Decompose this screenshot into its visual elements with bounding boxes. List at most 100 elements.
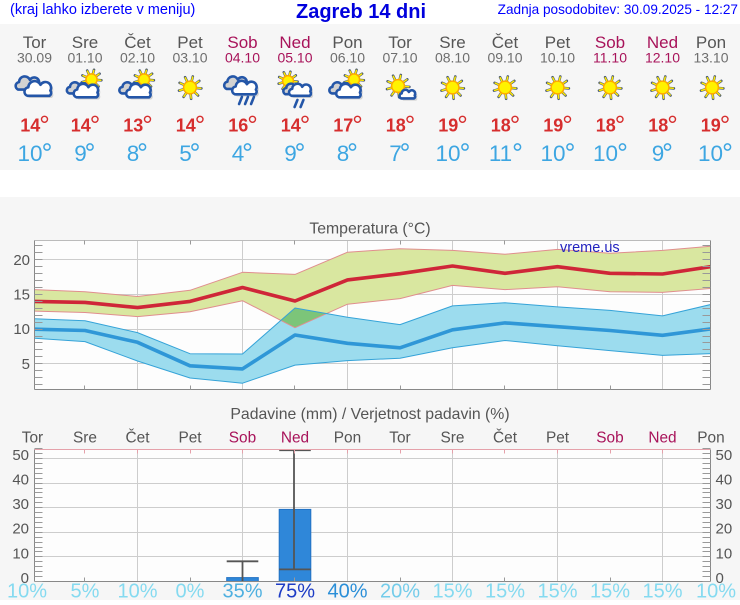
svg-text:14: 14	[20, 116, 40, 136]
svg-text:13.10: 13.10	[693, 50, 728, 66]
svg-text:(kraj lahko izberete v meniju): (kraj lahko izberete v meniju)	[10, 2, 195, 18]
svg-text:14: 14	[71, 116, 91, 136]
svg-text:Sre: Sre	[72, 33, 98, 52]
svg-text:Čet: Čet	[492, 33, 519, 52]
svg-text:Pon: Pon	[696, 33, 726, 52]
svg-text:Čet: Čet	[124, 33, 151, 52]
svg-text:10%: 10%	[7, 581, 47, 601]
svg-text:30: 30	[12, 496, 29, 513]
svg-text:05.10: 05.10	[277, 50, 312, 66]
svg-text:11.10: 11.10	[593, 50, 627, 66]
svg-text:Tor: Tor	[22, 430, 43, 447]
svg-text:5: 5	[179, 141, 192, 166]
svg-text:Sre: Sre	[73, 430, 97, 447]
svg-text:03.10: 03.10	[172, 50, 207, 66]
svg-text:Padavine (mm) / Verjetnost pad: Padavine (mm) / Verjetnost padavin (%)	[230, 406, 509, 423]
svg-text:02.10: 02.10	[120, 50, 155, 66]
svg-text:10: 10	[435, 141, 460, 166]
svg-text:Sre: Sre	[439, 33, 465, 52]
svg-text:10: 10	[13, 321, 30, 338]
svg-text:18: 18	[648, 116, 668, 136]
svg-text:30: 30	[716, 496, 733, 513]
svg-text:35%: 35%	[222, 581, 262, 601]
svg-text:7: 7	[389, 141, 402, 166]
svg-text:10: 10	[12, 545, 29, 562]
svg-text:4: 4	[232, 141, 245, 166]
svg-text:0: 0	[716, 570, 724, 587]
svg-text:Sob: Sob	[596, 430, 623, 447]
svg-text:40: 40	[716, 472, 733, 489]
svg-text:07.10: 07.10	[382, 50, 417, 66]
svg-text:50: 50	[716, 447, 733, 464]
svg-text:Ned: Ned	[648, 430, 676, 447]
svg-text:Pon: Pon	[334, 430, 361, 447]
svg-text:Sob: Sob	[229, 430, 256, 447]
svg-text:Pet: Pet	[546, 430, 570, 447]
svg-text:14: 14	[176, 116, 196, 136]
svg-text:15%: 15%	[590, 581, 630, 601]
svg-text:30.09: 30.09	[17, 50, 52, 66]
svg-text:11: 11	[489, 141, 512, 166]
svg-text:Temperatura (°C): Temperatura (°C)	[309, 221, 430, 238]
svg-text:Zadnja posodobitev: 30.09.2025: Zadnja posodobitev: 30.09.2025 - 12:27	[498, 2, 738, 17]
svg-text:18: 18	[596, 116, 616, 136]
svg-text:01.10: 01.10	[67, 50, 102, 66]
svg-text:Pet: Pet	[177, 33, 203, 52]
svg-text:40: 40	[12, 472, 29, 489]
svg-text:20%: 20%	[380, 581, 420, 601]
svg-text:16: 16	[228, 116, 248, 136]
svg-text:10: 10	[540, 141, 565, 166]
svg-text:0: 0	[21, 570, 29, 587]
svg-text:19: 19	[438, 116, 458, 136]
svg-text:19: 19	[543, 116, 563, 136]
svg-text:40%: 40%	[327, 581, 367, 601]
svg-text:Pet: Pet	[178, 430, 202, 447]
svg-text:18: 18	[386, 116, 406, 136]
svg-text:20: 20	[13, 252, 30, 269]
svg-text:Tor: Tor	[23, 33, 47, 52]
svg-text:vreme.us: vreme.us	[560, 240, 620, 256]
svg-text:10%: 10%	[696, 581, 736, 601]
svg-text:Čet: Čet	[493, 430, 518, 447]
svg-text:Čet: Čet	[126, 430, 151, 447]
svg-text:9: 9	[284, 141, 297, 166]
svg-text:Sob: Sob	[227, 33, 257, 52]
svg-text:15%: 15%	[432, 581, 472, 601]
svg-text:Pet: Pet	[545, 33, 571, 52]
svg-text:8: 8	[127, 141, 140, 166]
svg-text:5: 5	[22, 356, 30, 373]
svg-text:5%: 5%	[71, 581, 100, 601]
svg-text:12.10: 12.10	[645, 50, 680, 66]
svg-text:19: 19	[701, 116, 721, 136]
svg-text:04.10: 04.10	[225, 50, 260, 66]
svg-text:Sob: Sob	[595, 33, 625, 52]
svg-text:18: 18	[491, 116, 511, 136]
svg-text:Ned: Ned	[279, 33, 310, 52]
svg-text:10%: 10%	[117, 581, 157, 601]
svg-text:9: 9	[74, 141, 87, 166]
svg-text:10: 10	[17, 141, 42, 166]
svg-text:08.10: 08.10	[435, 50, 470, 66]
svg-text:15: 15	[13, 286, 30, 303]
svg-text:Sre: Sre	[441, 430, 465, 447]
svg-text:10: 10	[698, 141, 723, 166]
svg-text:Ned: Ned	[281, 430, 309, 447]
svg-text:15%: 15%	[642, 581, 682, 601]
svg-text:14: 14	[281, 116, 301, 136]
svg-text:Pon: Pon	[332, 33, 362, 52]
svg-text:Ned: Ned	[647, 33, 678, 52]
svg-text:17: 17	[333, 116, 353, 136]
svg-text:0%: 0%	[176, 581, 205, 601]
svg-text:15%: 15%	[537, 581, 577, 601]
svg-text:06.10: 06.10	[330, 50, 365, 66]
svg-text:50: 50	[12, 447, 29, 464]
svg-text:9: 9	[652, 141, 665, 166]
svg-text:13: 13	[123, 116, 143, 136]
svg-text:10.10: 10.10	[540, 50, 575, 66]
svg-text:15%: 15%	[485, 581, 525, 601]
svg-text:Tor: Tor	[389, 430, 410, 447]
svg-text:20: 20	[12, 521, 29, 538]
svg-text:Tor: Tor	[388, 33, 412, 52]
svg-text:8: 8	[337, 141, 350, 166]
svg-text:10: 10	[716, 545, 733, 562]
